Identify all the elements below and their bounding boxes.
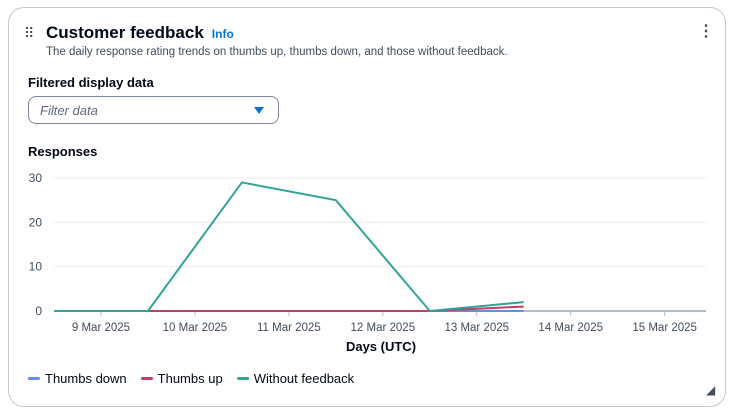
filter-select[interactable]: Filter data bbox=[28, 96, 279, 124]
legend-label: Thumbs down bbox=[45, 371, 127, 386]
y-tick-label: 10 bbox=[29, 260, 43, 274]
x-tick-label: 13 Mar 2025 bbox=[444, 322, 509, 334]
x-tick-label: 14 Mar 2025 bbox=[538, 322, 603, 334]
more-options-icon[interactable]: ⋮ bbox=[698, 23, 714, 40]
card-description: The daily response rating trends on thum… bbox=[46, 46, 508, 58]
drag-handle-icon[interactable]: ⠿ bbox=[24, 25, 35, 41]
x-tick-label: 11 Mar 2025 bbox=[257, 322, 321, 334]
filter-label: Filtered display data bbox=[28, 75, 154, 90]
card-header: Customer feedback Info bbox=[46, 22, 234, 44]
chart-title: Responses bbox=[28, 144, 98, 159]
y-tick-label: 30 bbox=[29, 171, 43, 185]
chart-legend: Thumbs down Thumbs up Without feedback bbox=[28, 371, 354, 386]
legend-item[interactable]: Thumbs down bbox=[28, 371, 127, 386]
card-title: Customer feedback bbox=[46, 23, 204, 42]
x-tick-label: 10 Mar 2025 bbox=[163, 322, 228, 334]
y-tick-label: 20 bbox=[29, 215, 43, 229]
legend-swatch bbox=[236, 377, 249, 380]
series-line-without-feedback bbox=[54, 181, 524, 313]
legend-swatch bbox=[140, 377, 153, 380]
info-link[interactable]: Info bbox=[211, 27, 234, 41]
filter-placeholder: Filter data bbox=[40, 103, 98, 118]
legend-label: Thumbs up bbox=[157, 371, 223, 386]
x-axis-label: Days (UTC) bbox=[346, 339, 416, 354]
legend-item[interactable]: Thumbs up bbox=[140, 371, 223, 386]
customer-feedback-card bbox=[8, 7, 726, 407]
legend-swatch bbox=[28, 377, 40, 380]
x-tick-label: 15 Mar 2025 bbox=[632, 322, 697, 334]
x-tick-label: 12 Mar 2025 bbox=[351, 322, 416, 334]
legend-item[interactable]: Without feedback bbox=[236, 371, 355, 386]
y-tick-label: 0 bbox=[35, 304, 42, 318]
resize-handle-icon[interactable]: ◢ bbox=[706, 383, 716, 397]
legend-label: Without feedback bbox=[253, 371, 355, 386]
x-tick-label: 9 Mar 2025 bbox=[72, 322, 130, 334]
caret-down-icon bbox=[254, 107, 264, 114]
